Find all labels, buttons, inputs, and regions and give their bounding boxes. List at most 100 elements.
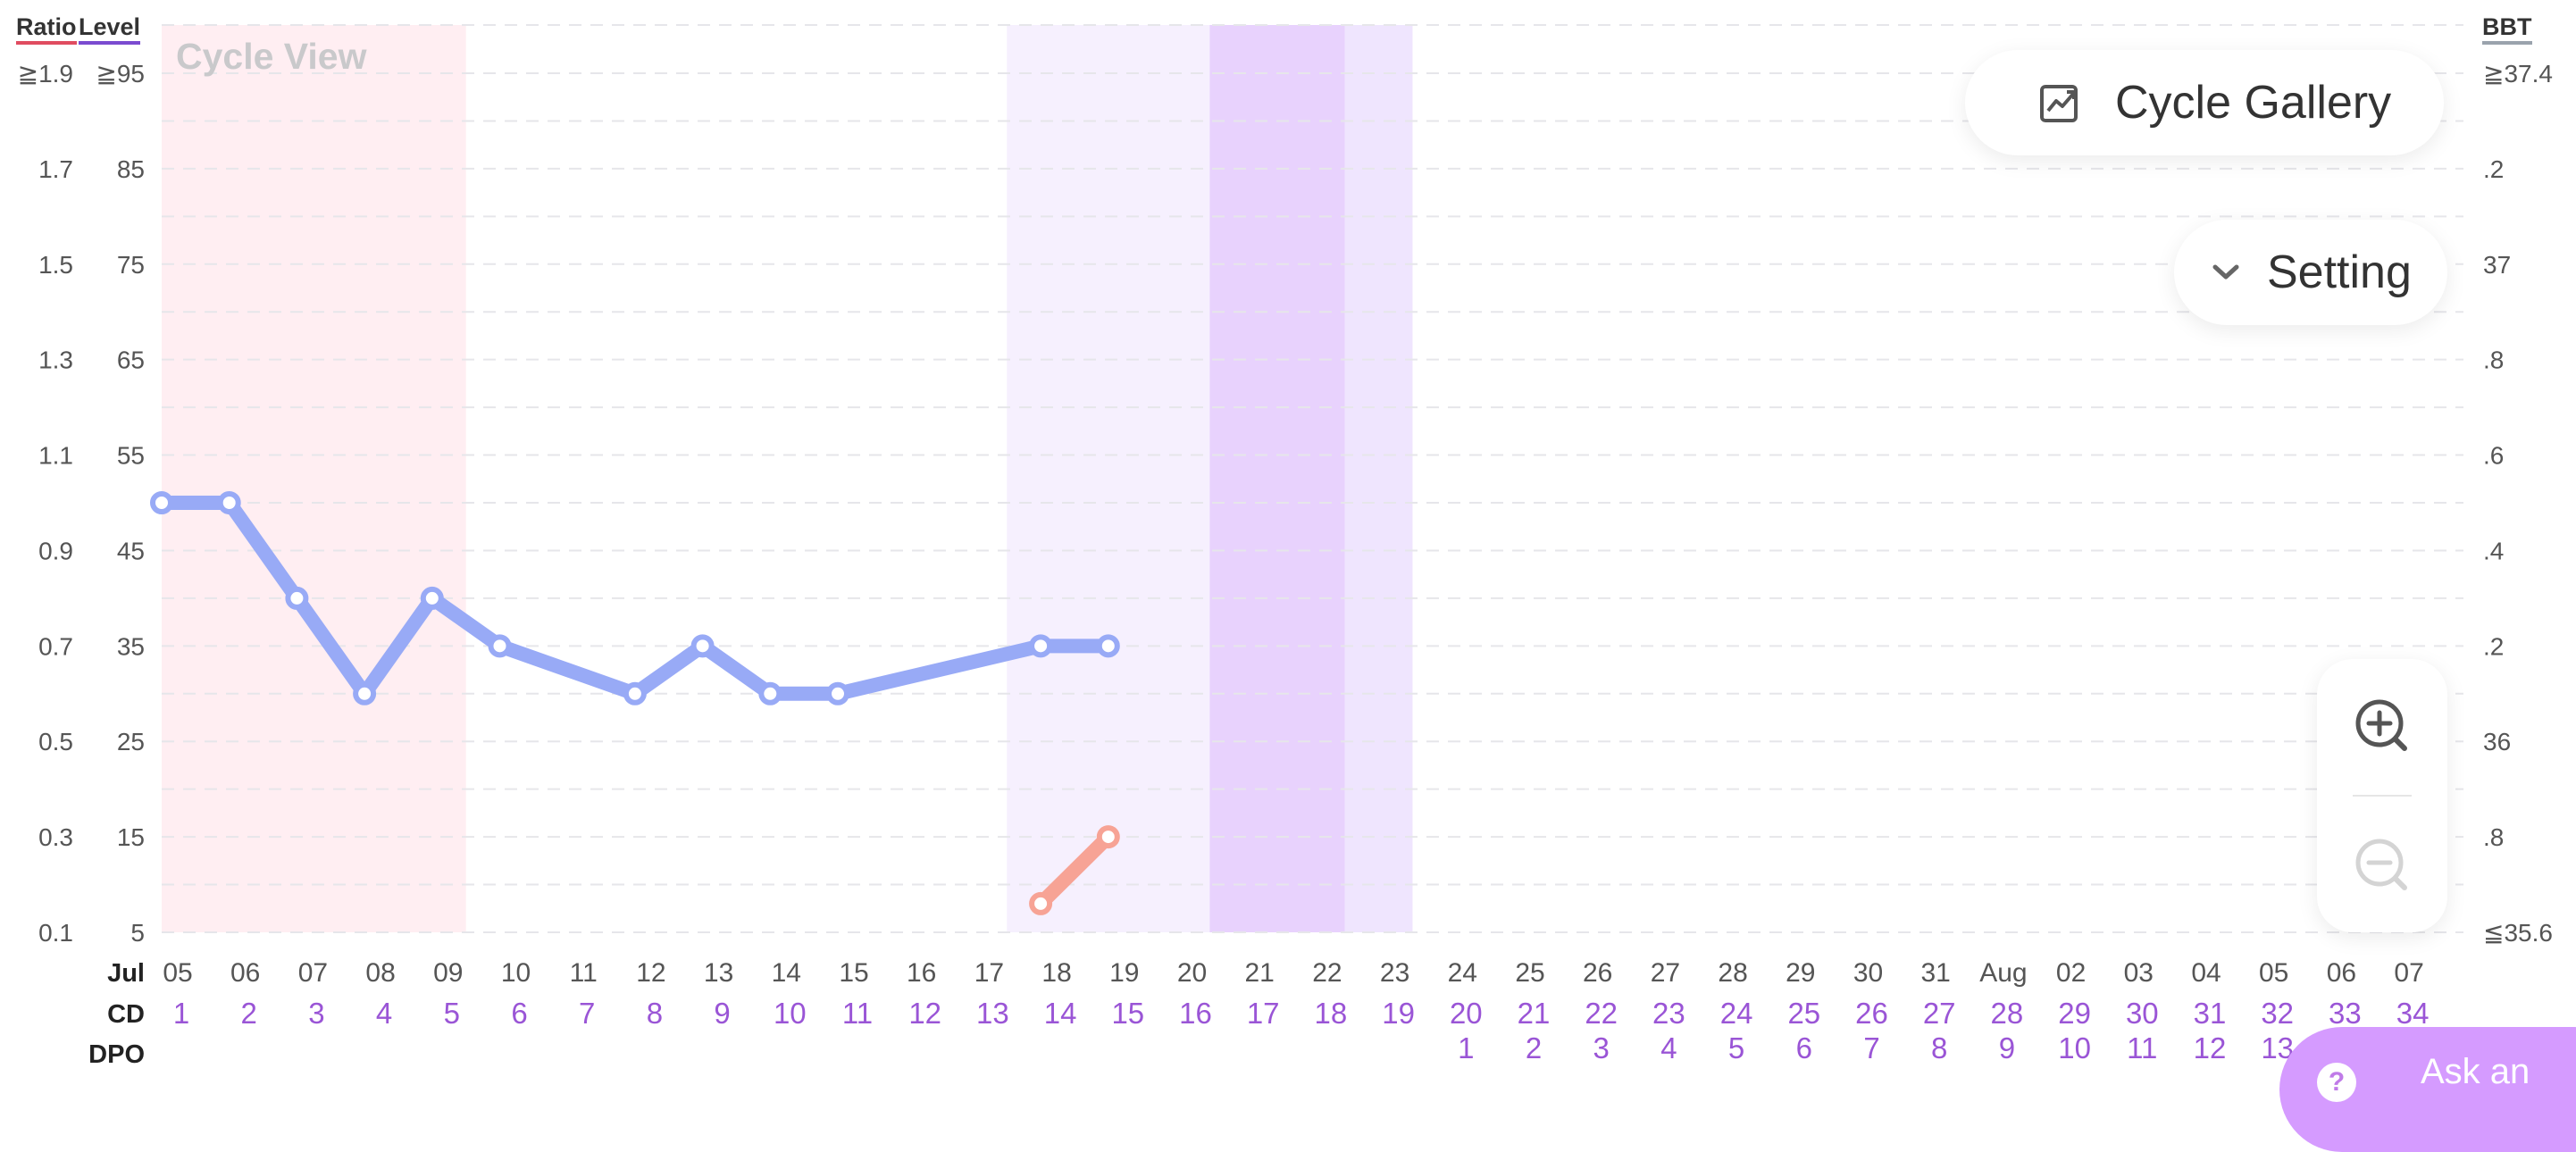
date-label: 24: [1448, 958, 1477, 988]
ratio-tick-label: 1.3: [38, 346, 73, 374]
date-label: 22: [1312, 958, 1342, 988]
bbt-tick-label: ≧37.4: [2483, 60, 2553, 88]
zoom-out-button[interactable]: [2317, 798, 2447, 932]
date-label: 10: [501, 958, 531, 988]
chart-title: Cycle View: [176, 36, 367, 77]
series-line-2: [1033, 830, 1116, 911]
ratio-tick-label: 1.7: [38, 155, 73, 183]
dpo-label: 8: [1931, 1031, 1947, 1064]
cd-label: 30: [2126, 997, 2159, 1030]
ratio-tick-label: ≧1.9: [18, 60, 73, 88]
ratio-tick-label: 0.3: [38, 823, 73, 851]
chart-labels: ≧1.91.71.51.31.10.90.70.50.30.1≧95857565…: [18, 60, 2553, 1069]
chart-bands: [162, 25, 1413, 932]
month-row-label: Jul: [107, 959, 145, 988]
cd-label: 29: [2058, 997, 2091, 1030]
data-point: [150, 491, 173, 514]
zoom-in-button[interactable]: [2317, 659, 2447, 793]
data-point: [758, 681, 782, 705]
data-point: [1029, 891, 1053, 915]
date-label: 28: [1718, 958, 1747, 988]
cycle-gallery-button[interactable]: Cycle Gallery: [1965, 50, 2444, 155]
bbt-tick-label: 37: [2483, 251, 2511, 279]
bbt-tick-label: .4: [2483, 537, 2504, 564]
ratio-tick-label: 0.7: [38, 632, 73, 660]
date-label: 19: [1109, 958, 1139, 988]
date-label: 25: [1515, 958, 1544, 988]
setting-button[interactable]: Setting: [2174, 220, 2447, 325]
level-tick-label: 85: [117, 155, 145, 183]
date-label: 06: [2327, 958, 2356, 988]
date-label: 14: [772, 958, 801, 988]
cd-label: 26: [1855, 997, 1888, 1030]
date-label: 09: [433, 958, 463, 988]
zoom-controls: [2317, 659, 2447, 932]
zoom-in-icon: [2355, 699, 2407, 751]
level-tick-label: 45: [117, 537, 145, 564]
band-fertile-peak: [1209, 25, 1345, 932]
bbt-tick-label: .6: [2483, 442, 2504, 470]
cd-label: 19: [1382, 997, 1415, 1030]
date-label: 30: [1853, 958, 1883, 988]
bbt-tick-label: ≦35.6: [2483, 919, 2553, 947]
cd-label: 4: [376, 997, 392, 1030]
cd-label: 16: [1179, 997, 1212, 1030]
cd-label: 25: [1787, 997, 1820, 1030]
cd-label: 10: [774, 997, 807, 1030]
data-point: [420, 586, 444, 610]
date-label: 13: [704, 958, 733, 988]
level-tick-label: 55: [117, 442, 145, 470]
cd-label: 22: [1585, 997, 1618, 1030]
ask-button[interactable]: ? Ask an: [2279, 1027, 2576, 1152]
dpo-label: 9: [1999, 1031, 2015, 1064]
dpo-label: 2: [1526, 1031, 1542, 1064]
band-fertile-after: [1344, 25, 1413, 932]
cd-row-label: CD: [107, 1000, 145, 1029]
data-point: [1096, 825, 1120, 849]
dpo-label: 11: [2127, 1031, 2157, 1064]
date-label: 03: [2124, 958, 2154, 988]
date-label: 12: [636, 958, 665, 988]
level-tick-label: 35: [117, 632, 145, 660]
bbt-tick-label: 36: [2483, 728, 2511, 755]
ratio-tick-label: 0.9: [38, 537, 73, 564]
date-label: Aug: [1979, 958, 2027, 988]
dpo-label: 4: [1660, 1031, 1677, 1064]
bbt-axis-header: BBT: [2482, 13, 2532, 45]
date-label: 23: [1380, 958, 1409, 988]
date-label: 06: [230, 958, 260, 988]
ask-label: Ask an: [2421, 1052, 2530, 1091]
dpo-label: 7: [1863, 1031, 1879, 1064]
cd-label: 11: [842, 997, 873, 1030]
cd-label: 27: [1923, 997, 1956, 1030]
cd-label: 14: [1044, 997, 1077, 1030]
date-label: 18: [1041, 958, 1071, 988]
date-label: 16: [907, 958, 936, 988]
cd-label: 18: [1315, 997, 1348, 1030]
level-tick-label: 65: [117, 346, 145, 374]
cd-label: 28: [1991, 997, 2024, 1030]
cd-label: 15: [1111, 997, 1144, 1030]
data-point: [1029, 634, 1053, 658]
cd-label: 1: [173, 997, 189, 1030]
chart-grid: [162, 24, 2463, 933]
date-label: 05: [2259, 958, 2288, 988]
date-label: 15: [839, 958, 868, 988]
data-point: [217, 491, 241, 514]
data-point: [285, 586, 309, 610]
cd-label: 23: [1652, 997, 1685, 1030]
ratio-tick-label: 1.1: [38, 442, 73, 470]
ratio-axis-header: Ratio: [16, 13, 77, 45]
cd-label: 17: [1247, 997, 1280, 1030]
band-period: [162, 25, 466, 932]
level-tick-label: 15: [117, 823, 145, 851]
data-point: [623, 681, 647, 705]
cd-label: 6: [511, 997, 527, 1030]
cd-label: 9: [714, 997, 730, 1030]
dpo-label: 12: [2194, 1031, 2227, 1064]
chart-lines: [150, 491, 1120, 915]
bbt-tick-label: .8: [2483, 346, 2504, 374]
cd-label: 3: [308, 997, 324, 1030]
level-tick-label: 5: [130, 919, 145, 947]
cycle-chart: ≧1.91.71.51.31.10.90.70.50.30.1≧95857565…: [18, 24, 2553, 1069]
